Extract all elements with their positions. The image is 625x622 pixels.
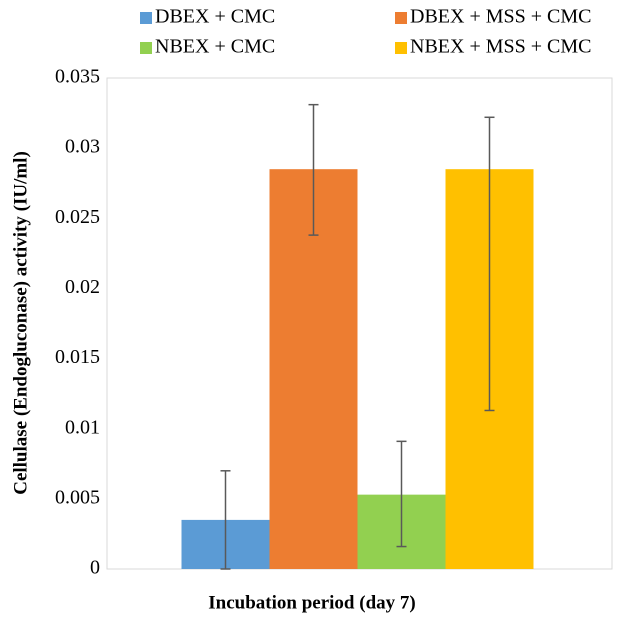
error-bar (396, 440, 407, 548)
legend-label: DBEX + MSS + CMC (410, 6, 592, 28)
y-tick-label: 0 (90, 557, 100, 579)
error-bar (220, 470, 231, 570)
y-axis-title: Cellulase (Endogluconase) activity (IU/m… (10, 151, 31, 495)
legend-swatch (140, 42, 152, 54)
y-tick-label: 0.02 (65, 276, 100, 298)
y-tick-label: 0.025 (55, 206, 100, 228)
y-tick-label: 0.01 (65, 416, 100, 438)
legend-swatch (140, 12, 152, 24)
legend-label: DBEX + CMC (155, 6, 275, 28)
x-axis-title: Incubation period (day 7) (208, 592, 415, 613)
legend-swatch (395, 12, 407, 24)
legend-swatch (395, 42, 407, 54)
legend-label: NBEX + MSS + CMC (410, 36, 592, 58)
y-tick-label: 0.005 (55, 486, 100, 508)
legend-label: NBEX + CMC (155, 36, 275, 58)
y-tick-label: 0.035 (55, 66, 100, 88)
y-tick-label: 0.03 (65, 136, 100, 158)
error-bar (308, 103, 319, 236)
y-tick-label: 0.015 (55, 346, 100, 368)
error-bar (484, 116, 495, 412)
